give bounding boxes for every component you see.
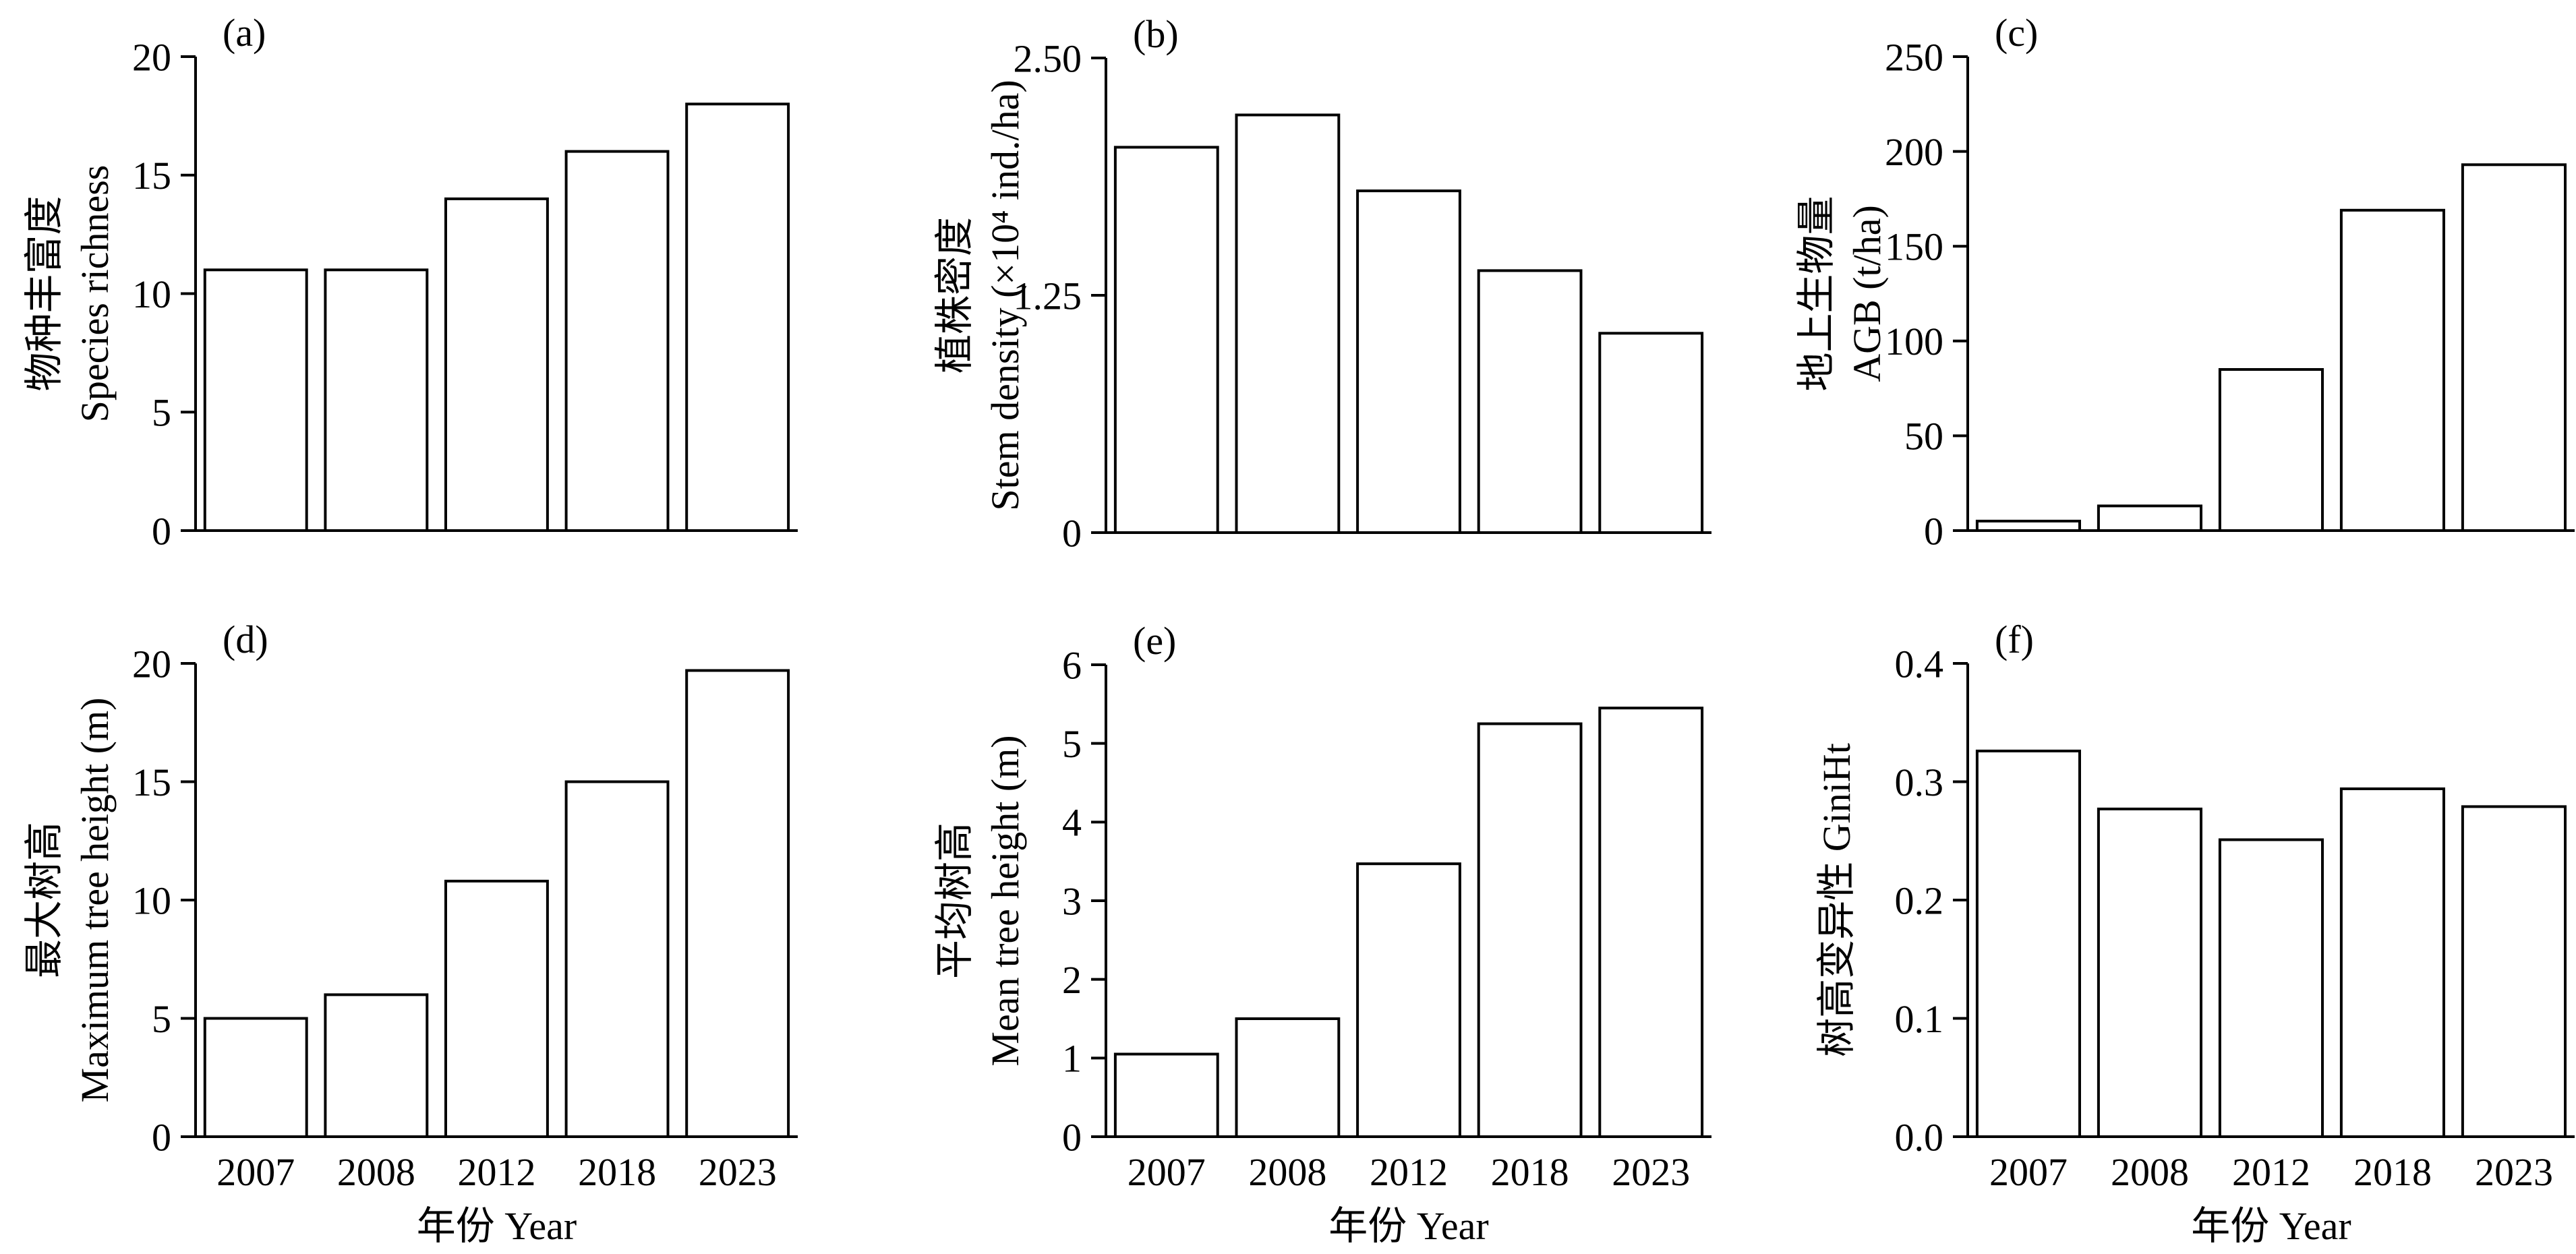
panel-b-bar-2007: [1113, 146, 1219, 534]
panel-b-bar-2012: [1356, 189, 1461, 534]
panel-f-x-axis-label: 年份 Year: [2191, 1204, 2351, 1248]
panel-a-bar-2018: [564, 150, 670, 533]
panel-b-ytick-label: 2.50: [1014, 36, 1082, 80]
panel-c-ytick-label: 150: [1885, 225, 1943, 269]
panel-b-panel-label: (b): [1133, 12, 1179, 56]
panel-b-ytick-label: 1.25: [1014, 274, 1082, 318]
panel-c-ytick-label: 200: [1885, 130, 1943, 174]
panel-f-xtick-label: 2007: [1989, 1150, 2068, 1194]
panel-b-bar-2023: [1598, 332, 1704, 534]
panel-d-ytick-label: 0: [152, 1115, 171, 1159]
panel-a-bar-2007: [203, 268, 308, 532]
panel-d-bar-2012: [444, 879, 549, 1139]
panel-f-ytick-label: 0.3: [1895, 760, 1944, 804]
panel-e-bar-2023: [1598, 707, 1704, 1138]
panel-d-panel-label: (d): [223, 618, 268, 661]
panel-e-ytick-label: 2: [1062, 958, 1082, 1002]
panel-e-xtick-label: 2023: [1612, 1150, 1690, 1194]
panel-f-xtick-label: 2012: [2232, 1150, 2310, 1194]
panel-f-bar-2007: [1975, 749, 2081, 1138]
panel-f-ytick-label: 0.2: [1895, 878, 1944, 922]
panel-a-panel-label: (a): [223, 11, 266, 55]
panel-d-bar-2023: [685, 669, 790, 1138]
panel-f-ytick-label: 0.0: [1895, 1115, 1944, 1159]
panel-c-y-axis-label-cn: 地上生物量: [1794, 196, 1838, 391]
panel-c-bar-2023: [2461, 163, 2567, 533]
panel-f-bar-2018: [2339, 787, 2445, 1138]
panel-e-panel-label: (e): [1133, 619, 1176, 663]
panel-b-bar-2018: [1477, 269, 1583, 534]
panel-e-xtick-label: 2007: [1128, 1150, 1206, 1194]
panel-f-xtick-label: 2023: [2475, 1150, 2553, 1194]
panel-c-panel-label: (c): [1995, 11, 2038, 55]
panel-d-ytick-label: 15: [132, 760, 171, 804]
panel-d-xtick-label: 2008: [337, 1150, 415, 1194]
panel-a-bar-2012: [444, 197, 549, 532]
panel-b-ytick-label: 0: [1062, 511, 1082, 555]
panel-e-ytick-label: 0: [1062, 1115, 1082, 1159]
panel-d-xtick-label: 2023: [699, 1150, 777, 1194]
panel-c-ytick-label: 100: [1885, 320, 1943, 363]
panel-a-ytick-label: 20: [132, 35, 171, 79]
panel-a-ytick-label: 15: [132, 154, 171, 198]
panel-e-ytick-label: 1: [1062, 1037, 1082, 1081]
panel-a-y-axis-label-en: Species richness: [73, 165, 117, 423]
panel-f-xtick-label: 2008: [2111, 1150, 2189, 1194]
panel-e-ytick-label: 4: [1062, 801, 1082, 845]
panel-f-ytick-label: 0.4: [1895, 642, 1944, 686]
panel-f-panel-label: (f): [1995, 618, 2034, 661]
panel-d-ytick-label: 10: [132, 878, 171, 922]
panel-d-bar-2007: [203, 1017, 308, 1138]
panel-b-bar-2008: [1235, 113, 1341, 534]
panel-f-xtick-label: 2018: [2353, 1150, 2432, 1194]
panel-f-ytick-label: 0.1: [1895, 997, 1944, 1041]
panel-f-bar-2023: [2461, 805, 2567, 1139]
panel-c-bar-2012: [2218, 368, 2324, 532]
panel-f-y-axis-label: 树高变异性 GiniHt: [1815, 743, 1858, 1057]
panel-d-bar-2018: [564, 780, 670, 1138]
panel-c-bar-2007: [1975, 519, 2081, 533]
panel-b-y-axis-label-cn: 植株密度: [933, 217, 976, 374]
panel-d-y-axis-label-cn: 最大树高: [22, 822, 66, 978]
panel-e-bar-2008: [1235, 1017, 1341, 1138]
panel-a-bar-2023: [685, 102, 790, 533]
panel-e-xtick-label: 2018: [1491, 1150, 1569, 1194]
panel-d-xtick-label: 2007: [216, 1150, 295, 1194]
panel-d-xtick-label: 2012: [458, 1150, 536, 1194]
panel-e-ytick-label: 6: [1062, 643, 1082, 687]
panel-e-y-axis-label-en: Mean tree height (m): [983, 735, 1027, 1066]
panel-c-ytick-label: 0: [1924, 509, 1943, 553]
panel-c-ytick-label: 250: [1885, 35, 1943, 79]
panel-b-y-axis-label-en: Stem density (×10⁴ ind./ha): [983, 80, 1027, 510]
panel-e-xtick-label: 2008: [1248, 1150, 1326, 1194]
panel-a-ytick-label: 5: [152, 391, 171, 435]
panel-e-bar-2012: [1356, 862, 1461, 1138]
panel-f-bar-2012: [2218, 838, 2324, 1138]
panel-d-x-axis-label: 年份 Year: [417, 1204, 577, 1248]
panel-c-bar-2008: [2097, 504, 2202, 533]
panel-d-xtick-label: 2018: [578, 1150, 656, 1194]
panel-d-ytick-label: 5: [152, 997, 171, 1041]
panel-c-bar-2018: [2339, 208, 2445, 532]
panel-e-bar-2018: [1477, 722, 1583, 1138]
panel-a-ytick-label: 10: [132, 272, 171, 316]
panel-e-ytick-label: 3: [1062, 879, 1082, 923]
panel-a-y-axis-label-cn: 物种丰富度: [22, 196, 66, 391]
panel-e-xtick-label: 2012: [1370, 1150, 1448, 1194]
panel-e-bar-2007: [1113, 1052, 1219, 1138]
panel-a-bar-2008: [324, 268, 429, 532]
panel-c-ytick-label: 50: [1904, 415, 1943, 458]
panel-c-y-axis-label-en: AGB (t/ha): [1845, 205, 1889, 382]
panel-f-bar-2008: [2097, 807, 2202, 1139]
panel-e-y-axis-label-cn: 平均树高: [933, 823, 976, 979]
panel-d-ytick-label: 20: [132, 642, 171, 686]
panel-e-x-axis-label: 年份 Year: [1328, 1204, 1488, 1248]
panel-e-ytick-label: 5: [1062, 722, 1082, 766]
panel-a-ytick-label: 0: [152, 509, 171, 553]
panel-d-y-axis-label-en: Maximum tree height (m): [73, 698, 117, 1103]
panel-d-bar-2008: [324, 993, 429, 1139]
